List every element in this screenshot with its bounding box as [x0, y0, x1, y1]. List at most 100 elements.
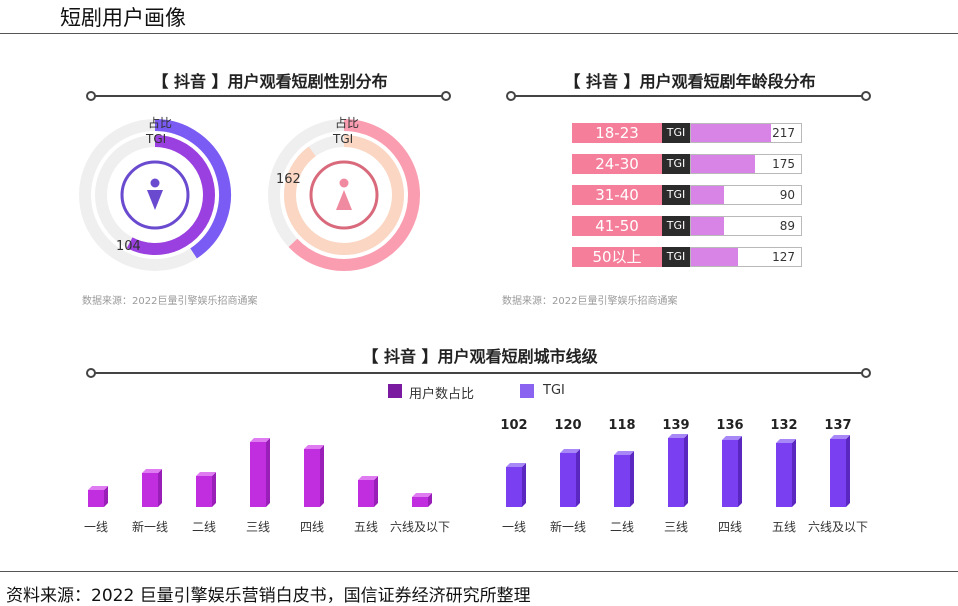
- city-category-label: 二线: [191, 520, 216, 534]
- age-line-left-dot: [506, 91, 516, 101]
- tgi-bar: [776, 439, 796, 507]
- city-category-label: 五线: [353, 520, 378, 534]
- female-tgi-label: TGI: [333, 132, 354, 146]
- share-bar: [88, 486, 108, 507]
- male-share-label: 占比: [148, 116, 173, 130]
- female-icon: [336, 178, 352, 210]
- city-category-label: 一线: [501, 520, 526, 534]
- age-bar-track: 127: [690, 247, 802, 267]
- male-share-arc: [154, 119, 231, 259]
- age-category-label: 41-50: [572, 216, 662, 236]
- gender-title-line: [95, 95, 445, 97]
- male-icon: [147, 178, 163, 210]
- tgi-value-label: 102: [500, 418, 528, 433]
- age-source: 数据来源：2022巨量引擎娱乐招商通案: [502, 296, 678, 307]
- legend-share-label: 用户数占比: [409, 387, 475, 402]
- header-rule: [0, 33, 958, 34]
- female-share-arc: [288, 119, 420, 271]
- age-tgi-tag: TGI: [662, 247, 690, 267]
- city-category-label: 三线: [245, 520, 270, 534]
- age-tgi-tag: TGI: [662, 123, 690, 143]
- page-title: 短剧用户画像: [60, 6, 186, 30]
- share-bar: [412, 493, 432, 507]
- city-panel-title: 【 抖音 】用户观看短剧城市线级: [362, 347, 598, 366]
- tgi-value-label: 118: [608, 418, 636, 433]
- tgi-bar: [668, 434, 688, 507]
- male-donut: [79, 119, 231, 271]
- age-bar-track: 90: [690, 185, 802, 205]
- age-tgi-tag: TGI: [662, 216, 690, 236]
- tgi-bar: [614, 451, 634, 507]
- footer-rule: [0, 571, 958, 572]
- age-bar: [691, 248, 738, 266]
- city-title-line: [95, 372, 865, 374]
- tgi-value-label: 120: [554, 418, 582, 433]
- city-category-label: 一线: [83, 520, 108, 534]
- age-bar-value: 217: [772, 126, 795, 140]
- gender-panel-title: 【 抖音 】用户观看短剧性别分布: [152, 72, 388, 91]
- city-category-label: 四线: [299, 520, 324, 534]
- city-category-label: 新一线: [131, 520, 168, 534]
- male-tgi-label: TGI: [146, 132, 167, 146]
- age-bar-value: 175: [772, 157, 795, 171]
- age-bar: [691, 124, 771, 142]
- age-row: 24-30 TGI 175: [572, 154, 802, 174]
- male-tgi-arc: [126, 135, 215, 255]
- city-category-label: 六线及以下: [389, 520, 450, 534]
- age-bar: [691, 186, 724, 204]
- female-share-label: 占比: [335, 116, 360, 130]
- age-line-right-dot: [861, 91, 871, 101]
- legend-share-swatch: [388, 384, 402, 398]
- tgi-value-label: 136: [716, 418, 744, 433]
- city-line-left-dot: [86, 368, 96, 378]
- tgi-value-label: 132: [770, 418, 798, 433]
- age-category-label: 18-23: [572, 123, 662, 143]
- age-bar-track: 217: [690, 123, 802, 143]
- age-title-line: [515, 95, 865, 97]
- city-category-label: 五线: [771, 520, 796, 534]
- tgi-bar: [506, 463, 526, 507]
- city-category-label: 二线: [609, 520, 634, 534]
- legend-tgi-label: TGI: [543, 383, 565, 398]
- age-row: 50以上 TGI 127: [572, 247, 802, 267]
- share-bar: [304, 445, 324, 507]
- city-category-label: 新一线: [549, 520, 586, 534]
- age-tgi-tag: TGI: [662, 185, 690, 205]
- age-bar-track: 175: [690, 154, 802, 174]
- age-bar: [691, 155, 755, 173]
- age-bar-value: 89: [779, 219, 795, 233]
- source-footer: 资料来源：2022 巨量引擎娱乐营销白皮书，国信证券经济研究所整理: [6, 586, 531, 606]
- city-category-label: 三线: [663, 520, 688, 534]
- age-category-label: 50以上: [572, 247, 662, 267]
- tgi-bar: [722, 436, 742, 507]
- age-row: 18-23 TGI 217: [572, 123, 802, 143]
- female-tgi-arc: [284, 135, 404, 255]
- gender-line-left-dot: [86, 91, 96, 101]
- age-row: 31-40 TGI 90: [572, 185, 802, 205]
- share-bar: [250, 438, 270, 507]
- male-tgi-value: 104: [116, 239, 141, 254]
- legend-tgi-swatch: [520, 384, 534, 398]
- city-category-label: 四线: [717, 520, 742, 534]
- tgi-bar: [560, 449, 580, 507]
- gender-source: 数据来源：2022巨量引擎娱乐招商通案: [82, 296, 258, 307]
- age-tgi-tag: TGI: [662, 154, 690, 174]
- age-bar: [691, 217, 724, 235]
- female-tgi-value: 162: [276, 172, 301, 187]
- age-category-label: 31-40: [572, 185, 662, 205]
- age-bar-value: 127: [772, 250, 795, 264]
- female-donut: [268, 119, 420, 271]
- age-bar-track: 89: [690, 216, 802, 236]
- age-panel-title: 【 抖音 】用户观看短剧年龄段分布: [564, 72, 816, 91]
- age-category-label: 24-30: [572, 154, 662, 174]
- share-bar: [196, 472, 216, 507]
- age-bar-value: 90: [779, 188, 795, 202]
- tgi-value-label: 137: [824, 418, 852, 433]
- gender-line-right-dot: [441, 91, 451, 101]
- share-bar: [358, 476, 378, 507]
- share-bar: [142, 469, 162, 507]
- city-line-right-dot: [861, 368, 871, 378]
- age-row: 41-50 TGI 89: [572, 216, 802, 236]
